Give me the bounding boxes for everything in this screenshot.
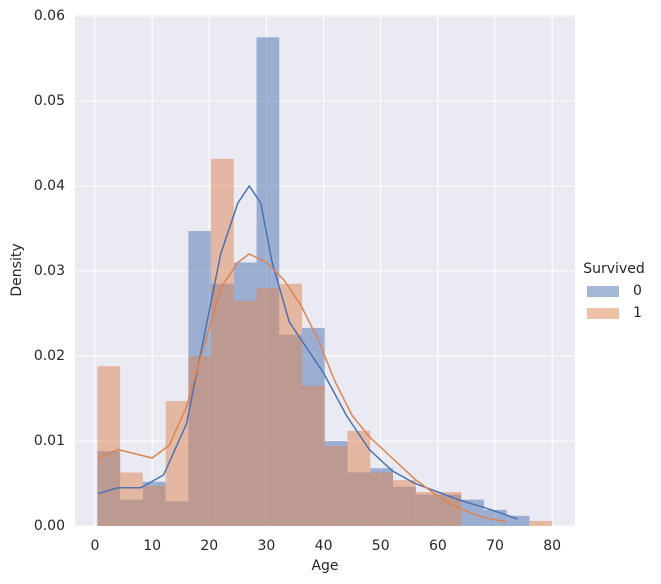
x-tick-label: 80 xyxy=(543,538,561,554)
legend-swatch xyxy=(587,286,619,297)
bar xyxy=(188,356,212,526)
bar xyxy=(233,300,257,526)
bar xyxy=(142,486,166,526)
x-tick-label: 30 xyxy=(258,538,276,554)
x-tick-label: 50 xyxy=(372,538,390,554)
kde-line xyxy=(97,184,519,520)
legend-swatch xyxy=(587,308,619,319)
legend-label: 1 xyxy=(633,305,642,321)
bar xyxy=(393,480,416,526)
x-tick-label: 60 xyxy=(429,538,447,554)
kde-line xyxy=(97,253,507,523)
bar xyxy=(279,283,303,526)
x-axis-label: Age xyxy=(311,558,338,574)
bar xyxy=(211,158,234,527)
bar xyxy=(120,472,143,526)
bar xyxy=(347,430,371,526)
bar xyxy=(506,515,530,526)
y-tick-label: 0.04 xyxy=(34,178,65,194)
x-tick-label: 20 xyxy=(200,538,218,554)
x-tick-label: 40 xyxy=(315,538,333,554)
bar xyxy=(302,385,325,526)
y-tick-label: 0.06 xyxy=(34,8,65,24)
y-tick-label: 0.01 xyxy=(34,433,65,449)
y-tick-label: 0.03 xyxy=(34,263,65,279)
bar xyxy=(370,472,393,526)
y-axis-label: Density xyxy=(9,243,25,296)
legend-label: 0 xyxy=(633,283,642,299)
y-tick-label: 0.05 xyxy=(34,93,65,109)
bar xyxy=(529,520,553,526)
y-tick-label: 0.00 xyxy=(34,518,65,534)
bar xyxy=(256,288,280,526)
bar xyxy=(415,492,439,526)
x-tick-label: 0 xyxy=(91,538,100,554)
bar xyxy=(324,446,348,526)
x-tick-label: 70 xyxy=(486,538,504,554)
x-tick-label: 10 xyxy=(143,538,161,554)
y-tick-label: 0.02 xyxy=(34,348,65,364)
legend-title: Survived xyxy=(583,261,644,277)
bar xyxy=(97,366,121,526)
